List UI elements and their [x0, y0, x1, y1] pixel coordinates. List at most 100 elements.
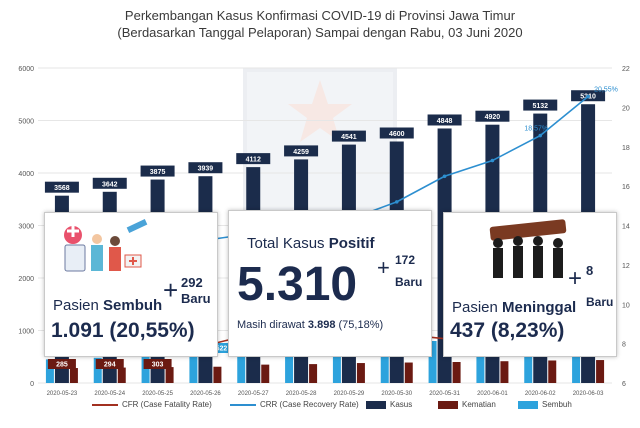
meninggal-new-count: 8: [586, 263, 594, 278]
y-tick-label: 4000: [18, 171, 34, 178]
data-label-bg: [523, 99, 558, 111]
x-tick-label: 2020-05-31: [429, 391, 460, 397]
meninggal-plus: +: [568, 265, 583, 292]
positif-label: Total Kasus: [247, 235, 329, 252]
sembuh-label-bold: Sembuh: [103, 297, 163, 314]
legend-label-cfr: CFR (Case Fatality Rate): [122, 400, 212, 409]
y2-tick-label: 18: [622, 145, 630, 152]
legend-label-kematian: Kematian: [462, 400, 496, 409]
bar-sembuh: [524, 333, 533, 383]
bar-kematian: [500, 361, 509, 383]
y-tick-label: 0: [30, 381, 34, 388]
x-tick-label: 2020-05-25: [142, 391, 173, 397]
data-label-kasus: 4541: [341, 134, 357, 141]
line-crr-point: [394, 200, 399, 204]
positif-value: 5.310: [237, 258, 358, 311]
y2-tick-label: 6: [622, 381, 626, 388]
data-label-bg: [95, 359, 124, 369]
positif-note-pct: (75,18%): [335, 319, 384, 331]
x-tick-label: 2020-05-30: [381, 391, 412, 397]
data-label-bg: [92, 177, 127, 189]
meninggal-label: Pasien: [452, 299, 503, 316]
bar-kematian: [69, 368, 78, 383]
y-tick-label: 2000: [18, 276, 34, 283]
bar-sembuh: [332, 348, 341, 383]
bar-kematian: [117, 367, 126, 383]
coffin-bearers-illustration: [489, 219, 567, 278]
data-label-bg: [427, 114, 462, 126]
y2-tick-label: 22: [622, 66, 630, 73]
card-sembuh: + 292 Baru Pasien Sembuh 1.091 (20,55%): [44, 212, 218, 357]
data-label-crr: 18,57%: [524, 126, 548, 133]
legend-item-cfr: CFR (Case Fatality Rate): [92, 400, 212, 409]
y2-tick-label: 14: [622, 224, 630, 231]
data-label-kematian: 285: [56, 362, 68, 369]
positif-title: Total Kasus Positif: [247, 235, 375, 252]
bar-sembuh: [141, 356, 150, 383]
data-label-kasus: 3875: [150, 169, 166, 176]
chart-subtitle: (Berdasarkan Tanggal Pelaporan) Sampai d…: [117, 25, 523, 40]
legend-item-crr: CRR (Case Recovery Rate): [230, 400, 359, 409]
y-tick-label: 1000: [18, 329, 34, 336]
bar-sembuh: [237, 353, 246, 383]
bar-kematian: [261, 364, 270, 383]
meninggal-title: Pasien Meninggal: [452, 299, 576, 316]
bar-sembuh: [45, 359, 54, 383]
bar-sembuh: [93, 357, 102, 383]
bar-sembuh: [380, 346, 389, 383]
bar-kematian: [404, 362, 413, 383]
y2-tick-label: 20: [622, 105, 630, 112]
data-label-kematian: 303: [152, 362, 164, 369]
sembuh-new-label: Baru: [181, 291, 211, 306]
legend-item-sembuh: Sembuh: [518, 400, 572, 409]
data-label-kasus: 5132: [532, 103, 548, 110]
data-label-kasus: 3939: [198, 166, 214, 173]
x-tick-label: 2020-05-26: [190, 391, 221, 397]
positif-note: Masih dirawat 3.898 (75,18%): [237, 319, 383, 331]
positif-note-label: Masih dirawat: [237, 319, 308, 331]
data-label-kematian: 294: [104, 362, 116, 369]
legend-label-sembuh: Sembuh: [542, 400, 572, 409]
bar-kematian: [356, 363, 365, 383]
data-label-bg: [236, 153, 271, 165]
legend-item-kasus: Kasus: [366, 400, 412, 409]
sembuh-value: 1.091 (20,55%): [51, 319, 195, 342]
x-tick-label: 2020-05-27: [238, 391, 269, 397]
chart-title: Perkembangan Kasus Konfirmasi COVID-19 d…: [124, 8, 516, 23]
x-tick-label: 2020-05-24: [94, 391, 125, 397]
data-label-kasus: 4259: [293, 149, 309, 156]
bar-kematian: [213, 366, 222, 383]
sembuh-title: Pasien Sembuh: [53, 297, 162, 314]
line-crr-point: [442, 174, 447, 179]
data-label-kasus: 3642: [102, 181, 118, 188]
bar-kematian: [165, 367, 174, 383]
card-meninggal: + 8 Baru Pasien Meninggal 437 (8,23%): [443, 212, 617, 357]
sembuh-new-count: 292: [181, 275, 203, 290]
sembuh-plus: +: [163, 275, 179, 305]
data-label-bg: [331, 130, 366, 142]
data-label-sembuh: 522: [216, 346, 228, 353]
data-label-kasus: 4112: [246, 157, 261, 164]
legend-label-kasus: Kasus: [390, 400, 413, 409]
data-label-bg: [209, 343, 234, 353]
data-label-bg: [143, 359, 172, 369]
data-label-bg: [379, 127, 414, 139]
legend-item-kematian: Kematian: [438, 400, 496, 409]
y-tick-label: 5000: [18, 119, 34, 126]
bar-kematian: [452, 362, 461, 383]
positif-new-label: Baru: [395, 275, 423, 289]
data-label-bg: [140, 165, 175, 177]
data-label-bg: [475, 110, 510, 122]
meninggal-new-label: Baru: [586, 295, 614, 309]
data-label-bg: [47, 359, 76, 369]
positif-note-bold: 3.898: [307, 319, 336, 331]
y2-tick-label: 8: [622, 342, 626, 349]
card-positif: Total Kasus Positif 5.310 + 172 Baru Mas…: [228, 210, 432, 357]
positif-plus: +: [377, 255, 390, 280]
positif-new-count: 172: [395, 253, 416, 267]
bar-sembuh: [189, 355, 198, 383]
y2-tick-label: 10: [622, 302, 630, 309]
data-label-crr: 20,55%: [594, 87, 618, 94]
bar-sembuh: [428, 341, 437, 383]
